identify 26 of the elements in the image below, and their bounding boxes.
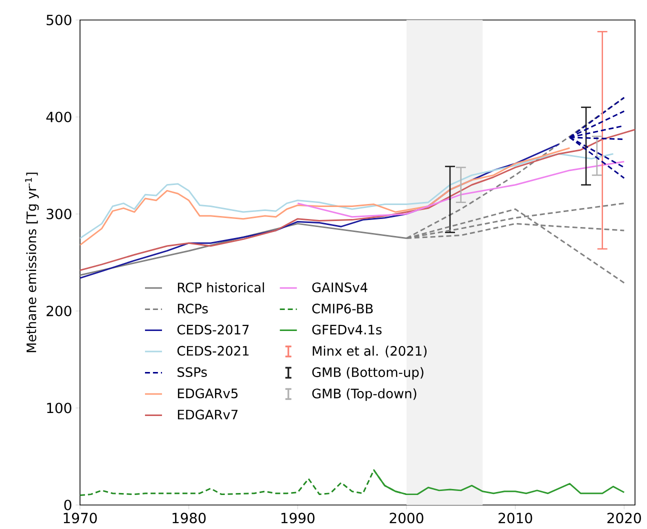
legend-label: GAINSv4	[312, 282, 368, 292]
y-tick-label: 0	[64, 500, 72, 510]
legend-label: GMB (Top-down)	[312, 388, 416, 401]
x-tick-label: 2020	[607, 512, 641, 524]
x-tick-label: 1970	[64, 512, 97, 524]
legend-label: GFEDv4.1s	[312, 324, 382, 335]
legend-label: RCPs	[178, 304, 208, 314]
y-tick-label: 300	[46, 208, 72, 220]
y-tick-label: 200	[46, 306, 72, 316]
x-tick-label: 1990	[281, 512, 314, 524]
legend-label: CMIP6-BB	[312, 304, 373, 314]
legend-label: EDGARv5	[178, 388, 238, 398]
x-tick-label: 1980	[172, 512, 206, 524]
y-tick-label: 100	[47, 402, 72, 414]
y-axis-title: Methane emissions [Tg yr$^{-1}$]	[25, 172, 39, 352]
legend-label: GMB (Bottom-up)	[312, 367, 424, 380]
legend-label: CEDS-2017	[177, 324, 249, 335]
legend-label: SSPs	[178, 367, 207, 377]
y-tick-label: 400	[46, 112, 72, 122]
legend-label: Minx et al. (2021)	[312, 346, 427, 358]
x-tick-label: 2010	[498, 512, 532, 524]
y-tick-label: 500	[46, 14, 72, 26]
x-tick-label: 2000	[390, 512, 424, 524]
legend-label: EDGARv7	[178, 410, 238, 420]
legend-label: RCP historical	[178, 282, 264, 292]
legend-label: CEDS-2021	[177, 346, 249, 356]
